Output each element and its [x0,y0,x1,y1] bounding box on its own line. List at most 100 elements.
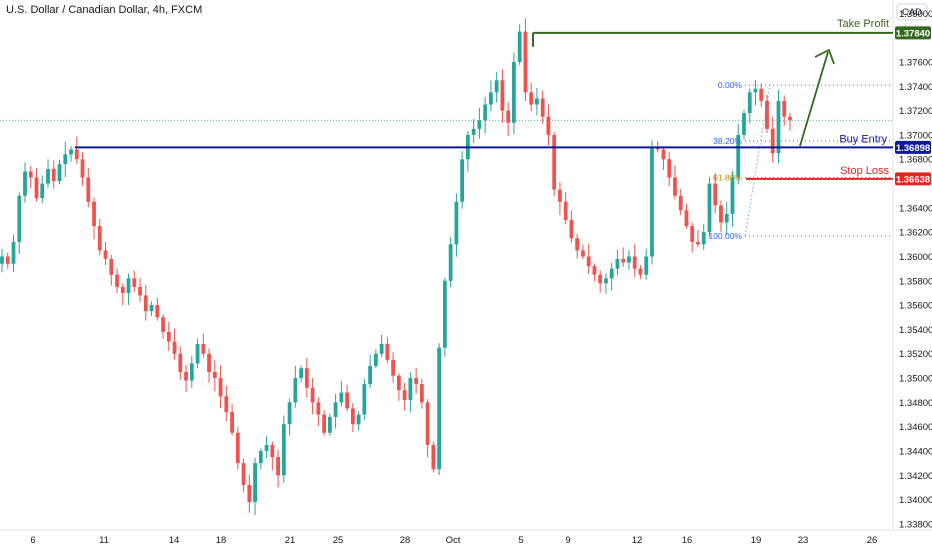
candle-body [201,344,206,354]
time-tick-label: 5 [518,535,523,546]
candle-body [650,147,654,257]
price-tick-label: 1.37600 [899,57,932,68]
time-tick-label: 23 [798,535,809,546]
candle-body [454,201,459,245]
candle-body [253,463,257,503]
candle-body [546,116,551,135]
candle-body [80,159,85,178]
candle-body [368,365,373,385]
candle-body [552,134,557,190]
stop-loss-label: Stop Loss [840,165,889,177]
candle-body [512,61,516,123]
candle-body [373,353,378,366]
candle-body [172,341,177,354]
candle-body [86,177,91,202]
candle-body [63,154,68,165]
candle-body [385,344,390,360]
candle-body [431,444,436,470]
candle-body [327,416,332,433]
candle-body [442,280,447,348]
candle-body [425,402,430,445]
take-profit-price-tag: 1.37840 [895,26,931,39]
candle-body [621,258,626,263]
candle-body [437,347,442,470]
candle-body [419,384,424,403]
candle-body [138,286,142,296]
candle-body [362,384,367,415]
candle-body [391,359,396,376]
candle-body [235,432,240,464]
candle-body [5,256,10,264]
svg-text:1.36638: 1.36638 [896,174,930,185]
price-tick-label: 1.34400 [899,446,932,457]
candle-body [448,244,453,281]
fib-level-label: 38.20% [713,136,742,146]
candle-body [161,317,165,332]
candle-body [218,378,223,397]
candle-body [322,414,327,433]
candle-body [730,177,735,214]
candle-body [627,256,631,263]
time-tick-label: 28 [400,535,411,546]
candle-body [684,210,689,227]
candle-body [678,195,683,211]
candle-body [471,128,476,135]
candle-body [143,295,148,312]
candle-body [477,120,482,129]
candle-body [356,414,361,425]
price-axis[interactable]: 1.38000 1.37600 1.37400 1.37200 1.37000 1.368… [899,9,932,531]
take-profit-label: Take Profit [837,18,889,30]
currency-button[interactable]: CAD [896,3,928,21]
candle-body [506,110,511,123]
fibonacci-retracement[interactable]: 0.00% 38.20% 61.80% 100.00% [708,80,893,241]
candle-body [178,353,183,372]
price-tick-label: 1.34000 [899,495,932,506]
time-axis[interactable]: 6 11 14 18 21 25 28 Oct 5 9 12 16 19 23 26 [30,535,877,546]
buy-entry-price-tag: 1.36898 [895,140,931,154]
time-tick-label: 18 [216,535,227,546]
candle-body [57,164,62,182]
price-tick-label: 1.33800 [899,519,932,530]
candle-body [586,256,591,267]
candle-body [103,250,108,259]
candle-body [281,424,286,476]
candle-body [339,392,344,403]
candle-body [701,232,706,245]
candle-body [189,363,194,381]
price-tick-label: 1.36000 [899,252,932,263]
candle-body [264,444,269,451]
time-tick-label: 11 [99,535,109,546]
candle-body [615,258,620,269]
candle-body [529,92,534,105]
candle-body [97,226,102,251]
fib-trend-line [744,85,771,236]
projection-arrow[interactable] [799,48,835,147]
candle-body [742,113,746,135]
candle-body [581,250,585,257]
candle-body [598,274,603,284]
candle-body [166,331,171,342]
time-tick-label: 16 [682,535,693,546]
candle-body [696,241,700,245]
candle-body [558,189,562,202]
candle-body [609,268,614,279]
fib-level-label: 0.00% [718,80,743,90]
candle-body [310,387,315,403]
buy-entry-label: Buy Entry [839,133,887,145]
candle-body [408,378,413,400]
price-tick-label: 1.36200 [899,228,932,239]
candle-body [500,80,505,111]
time-tick-label: 9 [565,535,570,546]
candle-body [230,412,234,433]
currency-label: CAD [902,7,922,18]
price-tick-label: 1.34200 [899,471,932,482]
candle-body [316,402,321,415]
time-tick-label: 19 [751,535,762,546]
price-tick-label: 1.38000 [899,9,932,20]
candle-body [69,149,73,155]
time-tick-label: 25 [333,535,344,546]
candle-body [241,463,246,486]
candle-body [207,353,211,372]
candle-body [414,378,419,385]
